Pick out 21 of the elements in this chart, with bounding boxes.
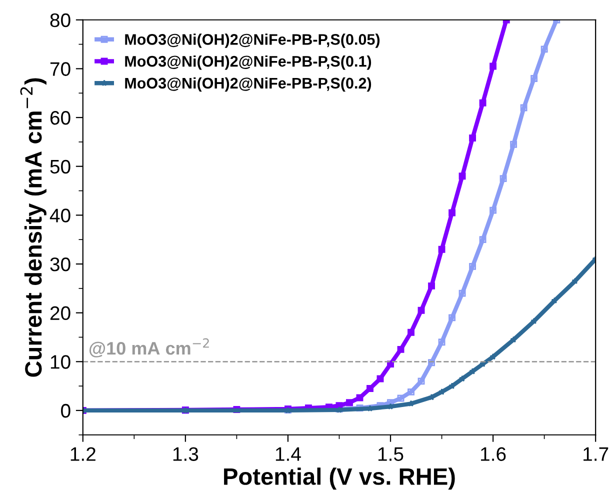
y-tick-label: 10 bbox=[50, 355, 70, 369]
x-tick-label: 1.7 bbox=[584, 447, 608, 461]
y-tick-label: 70 bbox=[50, 62, 70, 76]
legend-label: MoO3@Ni(OH)2@NiFe-PB-P,S(0.2) bbox=[125, 77, 372, 92]
y-tick-label: 50 bbox=[50, 160, 70, 174]
y-axis-title: Current density (mA cm$^{−2}$) bbox=[20, 78, 46, 377]
legend-label: MoO3@Ni(OH)2@NiFe-PB-P,S(0.05) bbox=[125, 34, 380, 48]
x-tick-label: 1.6 bbox=[481, 447, 506, 461]
x-axis-title: Potential (V vs. RHE) bbox=[224, 468, 455, 490]
x-tick-label: 1.2 bbox=[70, 447, 96, 461]
y-tick-label: 0 bbox=[61, 404, 70, 418]
y-tick-label: 60 bbox=[50, 110, 70, 125]
x-tick-label: 1.3 bbox=[173, 447, 198, 461]
ref-line-label: @10 mA cm$^{−2}$ bbox=[89, 338, 209, 358]
x-tick-label: 1.5 bbox=[378, 447, 404, 461]
y-tick-label: 80 bbox=[50, 13, 70, 28]
y-tick-label: 30 bbox=[50, 257, 70, 272]
legend-label: MoO3@Ni(OH)2@NiFe-PB-P,S(0.1) bbox=[125, 56, 372, 70]
x-tick-label: 1.4 bbox=[276, 447, 301, 461]
y-tick-label: 40 bbox=[50, 208, 70, 222]
y-tick-label: 20 bbox=[50, 306, 70, 320]
